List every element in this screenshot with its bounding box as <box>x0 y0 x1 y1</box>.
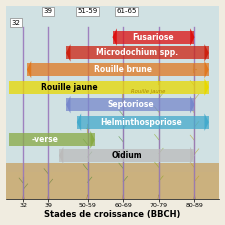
Text: -verse: -verse <box>31 135 58 144</box>
Bar <box>59 149 194 162</box>
Polygon shape <box>66 44 70 62</box>
Text: 39: 39 <box>44 8 53 14</box>
Polygon shape <box>27 61 31 78</box>
X-axis label: Stades de croissance (BBCH): Stades de croissance (BBCH) <box>44 210 181 219</box>
Polygon shape <box>205 44 209 62</box>
Polygon shape <box>190 96 194 113</box>
Bar <box>9 81 209 94</box>
Polygon shape <box>66 96 70 113</box>
Polygon shape <box>90 131 95 148</box>
Polygon shape <box>205 61 209 78</box>
Bar <box>27 63 209 76</box>
Text: Oïdium: Oïdium <box>111 151 142 160</box>
Bar <box>77 116 209 129</box>
Text: Septoriose: Septoriose <box>107 100 154 109</box>
Bar <box>112 31 194 44</box>
Text: 61-65: 61-65 <box>117 8 137 14</box>
Text: 51-59: 51-59 <box>77 8 98 14</box>
Bar <box>6 6 219 172</box>
Polygon shape <box>190 147 194 164</box>
Text: Fusariose: Fusariose <box>133 33 174 42</box>
Polygon shape <box>190 28 194 46</box>
Text: 32: 32 <box>12 20 21 26</box>
Bar <box>9 133 95 146</box>
Polygon shape <box>205 113 209 131</box>
Polygon shape <box>112 28 117 46</box>
Bar <box>66 98 194 111</box>
Text: Rouille jaune: Rouille jaune <box>41 83 98 92</box>
Polygon shape <box>77 113 81 131</box>
Polygon shape <box>205 78 209 96</box>
Bar <box>6 163 219 198</box>
Text: Rouille jaune: Rouille jaune <box>131 89 165 94</box>
Text: Microdochium spp.: Microdochium spp. <box>96 48 178 57</box>
Polygon shape <box>59 147 63 164</box>
Text: Helminthosporiose: Helminthosporiose <box>100 118 182 127</box>
Text: Rouille brune: Rouille brune <box>94 65 152 74</box>
Bar <box>66 46 209 59</box>
